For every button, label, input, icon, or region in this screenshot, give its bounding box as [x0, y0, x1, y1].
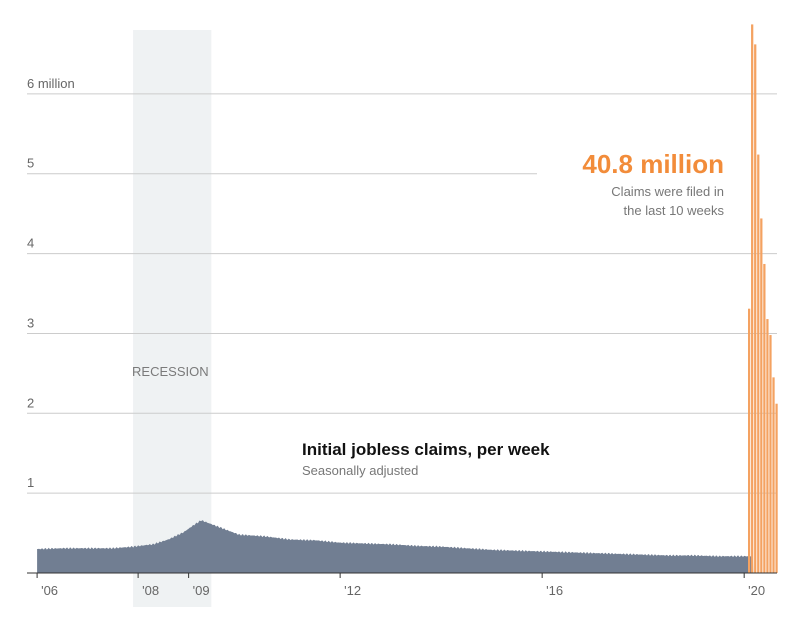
surge-bar [748, 308, 751, 573]
x-tick-label: '06 [41, 583, 58, 598]
x-tick-label: '12 [344, 583, 361, 598]
chart-subtitle: Seasonally adjusted [302, 463, 418, 478]
surge-bars [748, 24, 778, 574]
y-tick-label: 5 [27, 156, 34, 171]
surge-bar [751, 24, 754, 574]
x-axis: '06 '08 '09 '12 '16 '20 [36, 573, 765, 598]
surge-bar [772, 377, 775, 573]
recession-band [133, 30, 212, 607]
recession-label: RECESSION [132, 364, 209, 379]
annotation-text-line: Claims were filed in [611, 184, 724, 199]
surge-bar [754, 44, 757, 573]
annotation-text-line: the last 10 weeks [624, 203, 725, 218]
x-tick-label: '20 [748, 583, 765, 598]
surge-bar [757, 154, 760, 573]
x-tick-label: '16 [546, 583, 563, 598]
y-axis: 1 2 3 4 5 6 million [27, 76, 75, 490]
y-tick-label: 4 [27, 236, 34, 251]
chart-title: Initial jobless claims, per week [302, 440, 550, 459]
x-tick-label: '08 [142, 583, 159, 598]
y-tick-label: 2 [27, 395, 34, 410]
y-tick-label: 6 million [27, 76, 75, 91]
surge-bar [769, 335, 772, 573]
y-tick-label: 3 [27, 315, 34, 330]
surge-bar [766, 319, 769, 573]
annotation-value: 40.8 million [582, 149, 724, 179]
surge-bar [760, 218, 763, 573]
surge-bar [775, 403, 778, 573]
gridlines [27, 93, 777, 494]
y-tick-label: 1 [27, 475, 34, 490]
surge-bar [763, 263, 766, 573]
x-tick-label: '09 [193, 583, 210, 598]
baseline-claims-area [37, 520, 754, 573]
